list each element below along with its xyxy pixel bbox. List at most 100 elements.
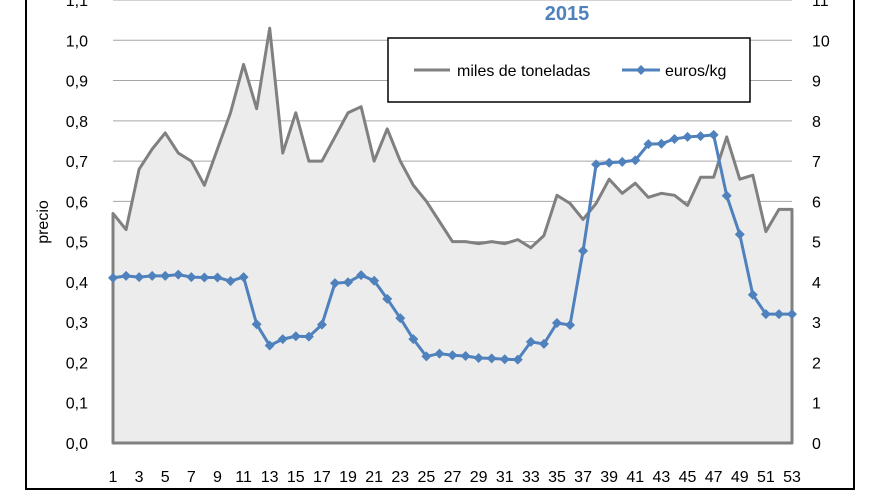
x-tick-label: 53	[783, 469, 801, 486]
price-point	[316, 319, 327, 330]
right-axis-ticks: 0 1 2 3 4 5 6 7 8 9 10 11	[812, 0, 830, 453]
x-tick-label: 43	[653, 469, 671, 486]
x-tick-label: 11	[235, 469, 252, 486]
x-tick-label: 45	[679, 469, 697, 486]
price-point	[669, 133, 680, 144]
price-point	[773, 309, 784, 320]
x-tick-label: 9	[213, 469, 222, 486]
x-tick-label: 17	[313, 469, 331, 486]
price-point	[225, 276, 236, 287]
price-point	[134, 272, 145, 283]
price-point	[343, 277, 354, 288]
y-tick-label: 0,4	[66, 275, 88, 292]
price-point	[212, 272, 223, 283]
price-point	[721, 190, 732, 201]
legend-label-tonnes: miles de toneladas	[457, 63, 590, 80]
price-point	[356, 270, 367, 281]
price-point	[186, 272, 197, 283]
price-point	[473, 353, 484, 364]
price-point	[734, 229, 745, 240]
price-point	[199, 272, 210, 283]
y2-tick-label: 8	[812, 114, 821, 131]
x-tick-label: 33	[522, 469, 540, 486]
x-tick-label: 1	[109, 469, 118, 486]
y-tick-label: 0,2	[66, 355, 88, 372]
price-point	[551, 317, 562, 328]
y2-tick-label: 6	[812, 194, 821, 211]
price-point	[369, 275, 380, 286]
y2-tick-label: 3	[812, 315, 821, 332]
price-point	[525, 336, 536, 347]
x-tick-label: 25	[417, 469, 435, 486]
price-point	[591, 159, 602, 170]
price-point	[251, 319, 262, 330]
price-point	[747, 289, 758, 300]
price-point	[643, 139, 654, 150]
price-point	[695, 131, 706, 142]
legend-label-price: euros/kg	[665, 63, 726, 80]
price-point	[303, 331, 314, 342]
price-point	[434, 348, 445, 359]
x-tick-label: 41	[626, 469, 644, 486]
y2-tick-label: 5	[812, 235, 821, 252]
legend-marker-price	[636, 65, 646, 75]
y2-tick-label: 1	[812, 396, 821, 413]
y-axis-label: precio	[35, 200, 52, 244]
x-axis-ticks: 1 3 5 7 9 11 13 15 17 19 21 23 25 27 29 31 33 35 37 39 41 43 4…	[109, 469, 801, 486]
price-point	[121, 270, 132, 281]
price-point	[682, 131, 693, 142]
line-series-layer	[108, 129, 797, 365]
price-point	[787, 309, 797, 320]
x-tick-label: 21	[365, 469, 383, 486]
price-point	[238, 272, 249, 283]
y-tick-label: 0,8	[66, 114, 88, 131]
x-tick-label: 19	[339, 469, 357, 486]
price-point	[565, 320, 576, 331]
y2-tick-label: 9	[812, 74, 821, 91]
price-point	[486, 353, 497, 364]
price-point	[630, 155, 641, 166]
x-tick-label: 23	[391, 469, 409, 486]
y2-tick-label: 7	[812, 154, 821, 171]
price-point	[604, 157, 615, 168]
x-tick-label: 13	[261, 469, 279, 486]
legend: miles de toneladas euros/kg	[387, 37, 751, 103]
y2-tick-label: 4	[812, 275, 821, 292]
price-point	[421, 351, 432, 362]
price-point	[460, 351, 471, 362]
price-point	[173, 269, 184, 280]
x-tick-label: 51	[757, 469, 775, 486]
price-point	[108, 272, 118, 283]
y-tick-label: 0,5	[66, 235, 88, 252]
price-point	[277, 334, 288, 345]
x-tick-label: 31	[496, 469, 514, 486]
price-point	[382, 293, 393, 304]
price-point	[538, 338, 549, 349]
x-tick-label: 15	[287, 469, 305, 486]
x-tick-label: 35	[548, 469, 566, 486]
x-tick-label: 7	[187, 469, 196, 486]
price-point	[147, 270, 158, 281]
y-tick-label: 1,1	[66, 0, 88, 10]
price-point	[447, 350, 458, 361]
price-point	[160, 270, 171, 281]
price-point	[760, 309, 771, 320]
y2-tick-label: 0	[812, 436, 821, 453]
price-point	[408, 334, 419, 345]
x-tick-label: 39	[600, 469, 618, 486]
x-tick-label: 3	[135, 469, 144, 486]
price-point	[395, 313, 406, 324]
x-tick-label: 49	[731, 469, 749, 486]
price-point	[329, 278, 340, 289]
y-tick-label: 0,9	[66, 74, 88, 91]
price-point	[512, 354, 523, 365]
y-tick-label: 1,0	[66, 33, 88, 50]
price-point	[656, 138, 667, 149]
chart-title: 2015	[545, 3, 590, 25]
y-tick-label: 0,3	[66, 315, 88, 332]
price-point	[617, 156, 628, 167]
left-axis-ticks: 0,0 0,1 0,2 0,3 0,4 0,5 0,6 0,7 0,8 0,9 1,0 1,1	[66, 0, 88, 453]
x-tick-label: 29	[470, 469, 488, 486]
y2-tick-label: 2	[812, 355, 821, 372]
